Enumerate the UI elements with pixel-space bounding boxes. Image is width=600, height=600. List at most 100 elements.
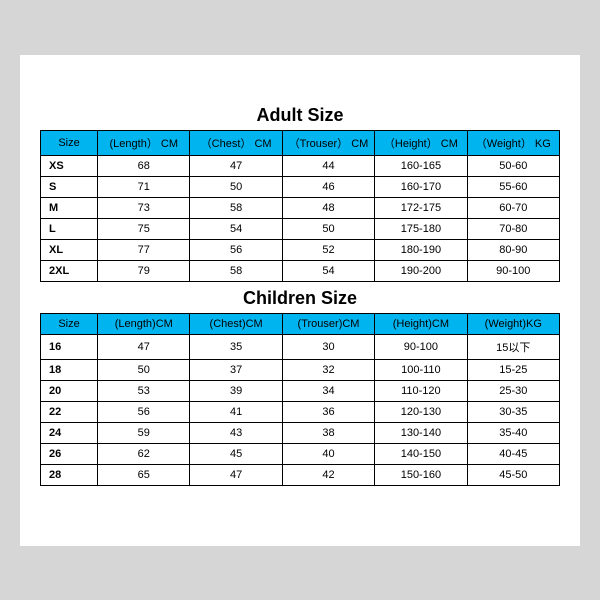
- data-cell: 43: [190, 422, 282, 443]
- data-cell: 48: [282, 197, 374, 218]
- data-cell: 56: [98, 401, 190, 422]
- data-cell: 130-140: [375, 422, 467, 443]
- table-row: 20533934110-12025-30: [41, 380, 560, 401]
- table-row: 26624540140-15040-45: [41, 443, 560, 464]
- data-cell: 56: [190, 239, 282, 260]
- size-cell: 24: [41, 422, 98, 443]
- adult-size-table: Size(Length） CM（Chest） CM（Trouser） CM（He…: [40, 130, 560, 282]
- size-cell: 20: [41, 380, 98, 401]
- column-header: （Weight） KG: [467, 130, 559, 155]
- adult-title: Adult Size: [40, 105, 560, 126]
- table-row: XS684744160-16550-60: [41, 155, 560, 176]
- data-cell: 30-35: [467, 401, 559, 422]
- size-cell: 28: [41, 464, 98, 485]
- column-header: (Length)CM: [98, 313, 190, 334]
- data-cell: 47: [98, 334, 190, 359]
- data-cell: 175-180: [375, 218, 467, 239]
- data-cell: 71: [98, 176, 190, 197]
- data-cell: 54: [282, 260, 374, 281]
- data-cell: 39: [190, 380, 282, 401]
- data-cell: 47: [190, 155, 282, 176]
- data-cell: 35-40: [467, 422, 559, 443]
- data-cell: 180-190: [375, 239, 467, 260]
- data-cell: 120-130: [375, 401, 467, 422]
- data-cell: 50: [98, 359, 190, 380]
- table-row: L755450175-18070-80: [41, 218, 560, 239]
- data-cell: 50: [282, 218, 374, 239]
- table-body: 1647353090-10015以下18503732100-11015-2520…: [41, 334, 560, 485]
- size-cell: 16: [41, 334, 98, 359]
- data-cell: 25-30: [467, 380, 559, 401]
- data-cell: 58: [190, 260, 282, 281]
- data-cell: 160-170: [375, 176, 467, 197]
- size-cell: S: [41, 176, 98, 197]
- data-cell: 47: [190, 464, 282, 485]
- data-cell: 44: [282, 155, 374, 176]
- data-cell: 172-175: [375, 197, 467, 218]
- size-cell: XL: [41, 239, 98, 260]
- size-cell: XS: [41, 155, 98, 176]
- data-cell: 38: [282, 422, 374, 443]
- column-header: (Height)CM: [375, 313, 467, 334]
- table-body: XS684744160-16550-60S715046160-17055-60M…: [41, 155, 560, 281]
- data-cell: 45: [190, 443, 282, 464]
- size-cell: 18: [41, 359, 98, 380]
- table-row: 28654742150-16045-50: [41, 464, 560, 485]
- size-cell: 2XL: [41, 260, 98, 281]
- data-cell: 45-50: [467, 464, 559, 485]
- data-cell: 62: [98, 443, 190, 464]
- data-cell: 50-60: [467, 155, 559, 176]
- data-cell: 36: [282, 401, 374, 422]
- column-header: （Height） CM: [375, 130, 467, 155]
- data-cell: 190-200: [375, 260, 467, 281]
- data-cell: 59: [98, 422, 190, 443]
- table-row: XL775652180-19080-90: [41, 239, 560, 260]
- data-cell: 58: [190, 197, 282, 218]
- data-cell: 15以下: [467, 334, 559, 359]
- data-cell: 50: [190, 176, 282, 197]
- table-row: M735848172-17560-70: [41, 197, 560, 218]
- data-cell: 80-90: [467, 239, 559, 260]
- data-cell: 34: [282, 380, 374, 401]
- data-cell: 110-120: [375, 380, 467, 401]
- data-cell: 30: [282, 334, 374, 359]
- column-header: (Weight)KG: [467, 313, 559, 334]
- data-cell: 100-110: [375, 359, 467, 380]
- data-cell: 40: [282, 443, 374, 464]
- size-cell: 22: [41, 401, 98, 422]
- column-header: (Length） CM: [98, 130, 190, 155]
- data-cell: 77: [98, 239, 190, 260]
- data-cell: 53: [98, 380, 190, 401]
- column-header: （Chest） CM: [190, 130, 282, 155]
- data-cell: 140-150: [375, 443, 467, 464]
- data-cell: 65: [98, 464, 190, 485]
- data-cell: 160-165: [375, 155, 467, 176]
- size-cell: M: [41, 197, 98, 218]
- table-row: 22564136120-13030-35: [41, 401, 560, 422]
- data-cell: 32: [282, 359, 374, 380]
- data-cell: 42: [282, 464, 374, 485]
- data-cell: 15-25: [467, 359, 559, 380]
- data-cell: 90-100: [375, 334, 467, 359]
- data-cell: 75: [98, 218, 190, 239]
- size-cell: L: [41, 218, 98, 239]
- data-cell: 40-45: [467, 443, 559, 464]
- data-cell: 73: [98, 197, 190, 218]
- column-header: (Chest)CM: [190, 313, 282, 334]
- data-cell: 54: [190, 218, 282, 239]
- table-row: 1647353090-10015以下: [41, 334, 560, 359]
- table-row: 24594338130-14035-40: [41, 422, 560, 443]
- table-row: 18503732100-11015-25: [41, 359, 560, 380]
- size-chart-page: Adult Size Size(Length） CM（Chest） CM（Tro…: [20, 55, 580, 546]
- data-cell: 150-160: [375, 464, 467, 485]
- data-cell: 41: [190, 401, 282, 422]
- size-cell: 26: [41, 443, 98, 464]
- children-size-table: Size(Length)CM(Chest)CM(Trouser)CM(Heigh…: [40, 313, 560, 486]
- data-cell: 37: [190, 359, 282, 380]
- column-header: （Trouser） CM: [282, 130, 374, 155]
- data-cell: 79: [98, 260, 190, 281]
- data-cell: 46: [282, 176, 374, 197]
- data-cell: 70-80: [467, 218, 559, 239]
- data-cell: 60-70: [467, 197, 559, 218]
- data-cell: 68: [98, 155, 190, 176]
